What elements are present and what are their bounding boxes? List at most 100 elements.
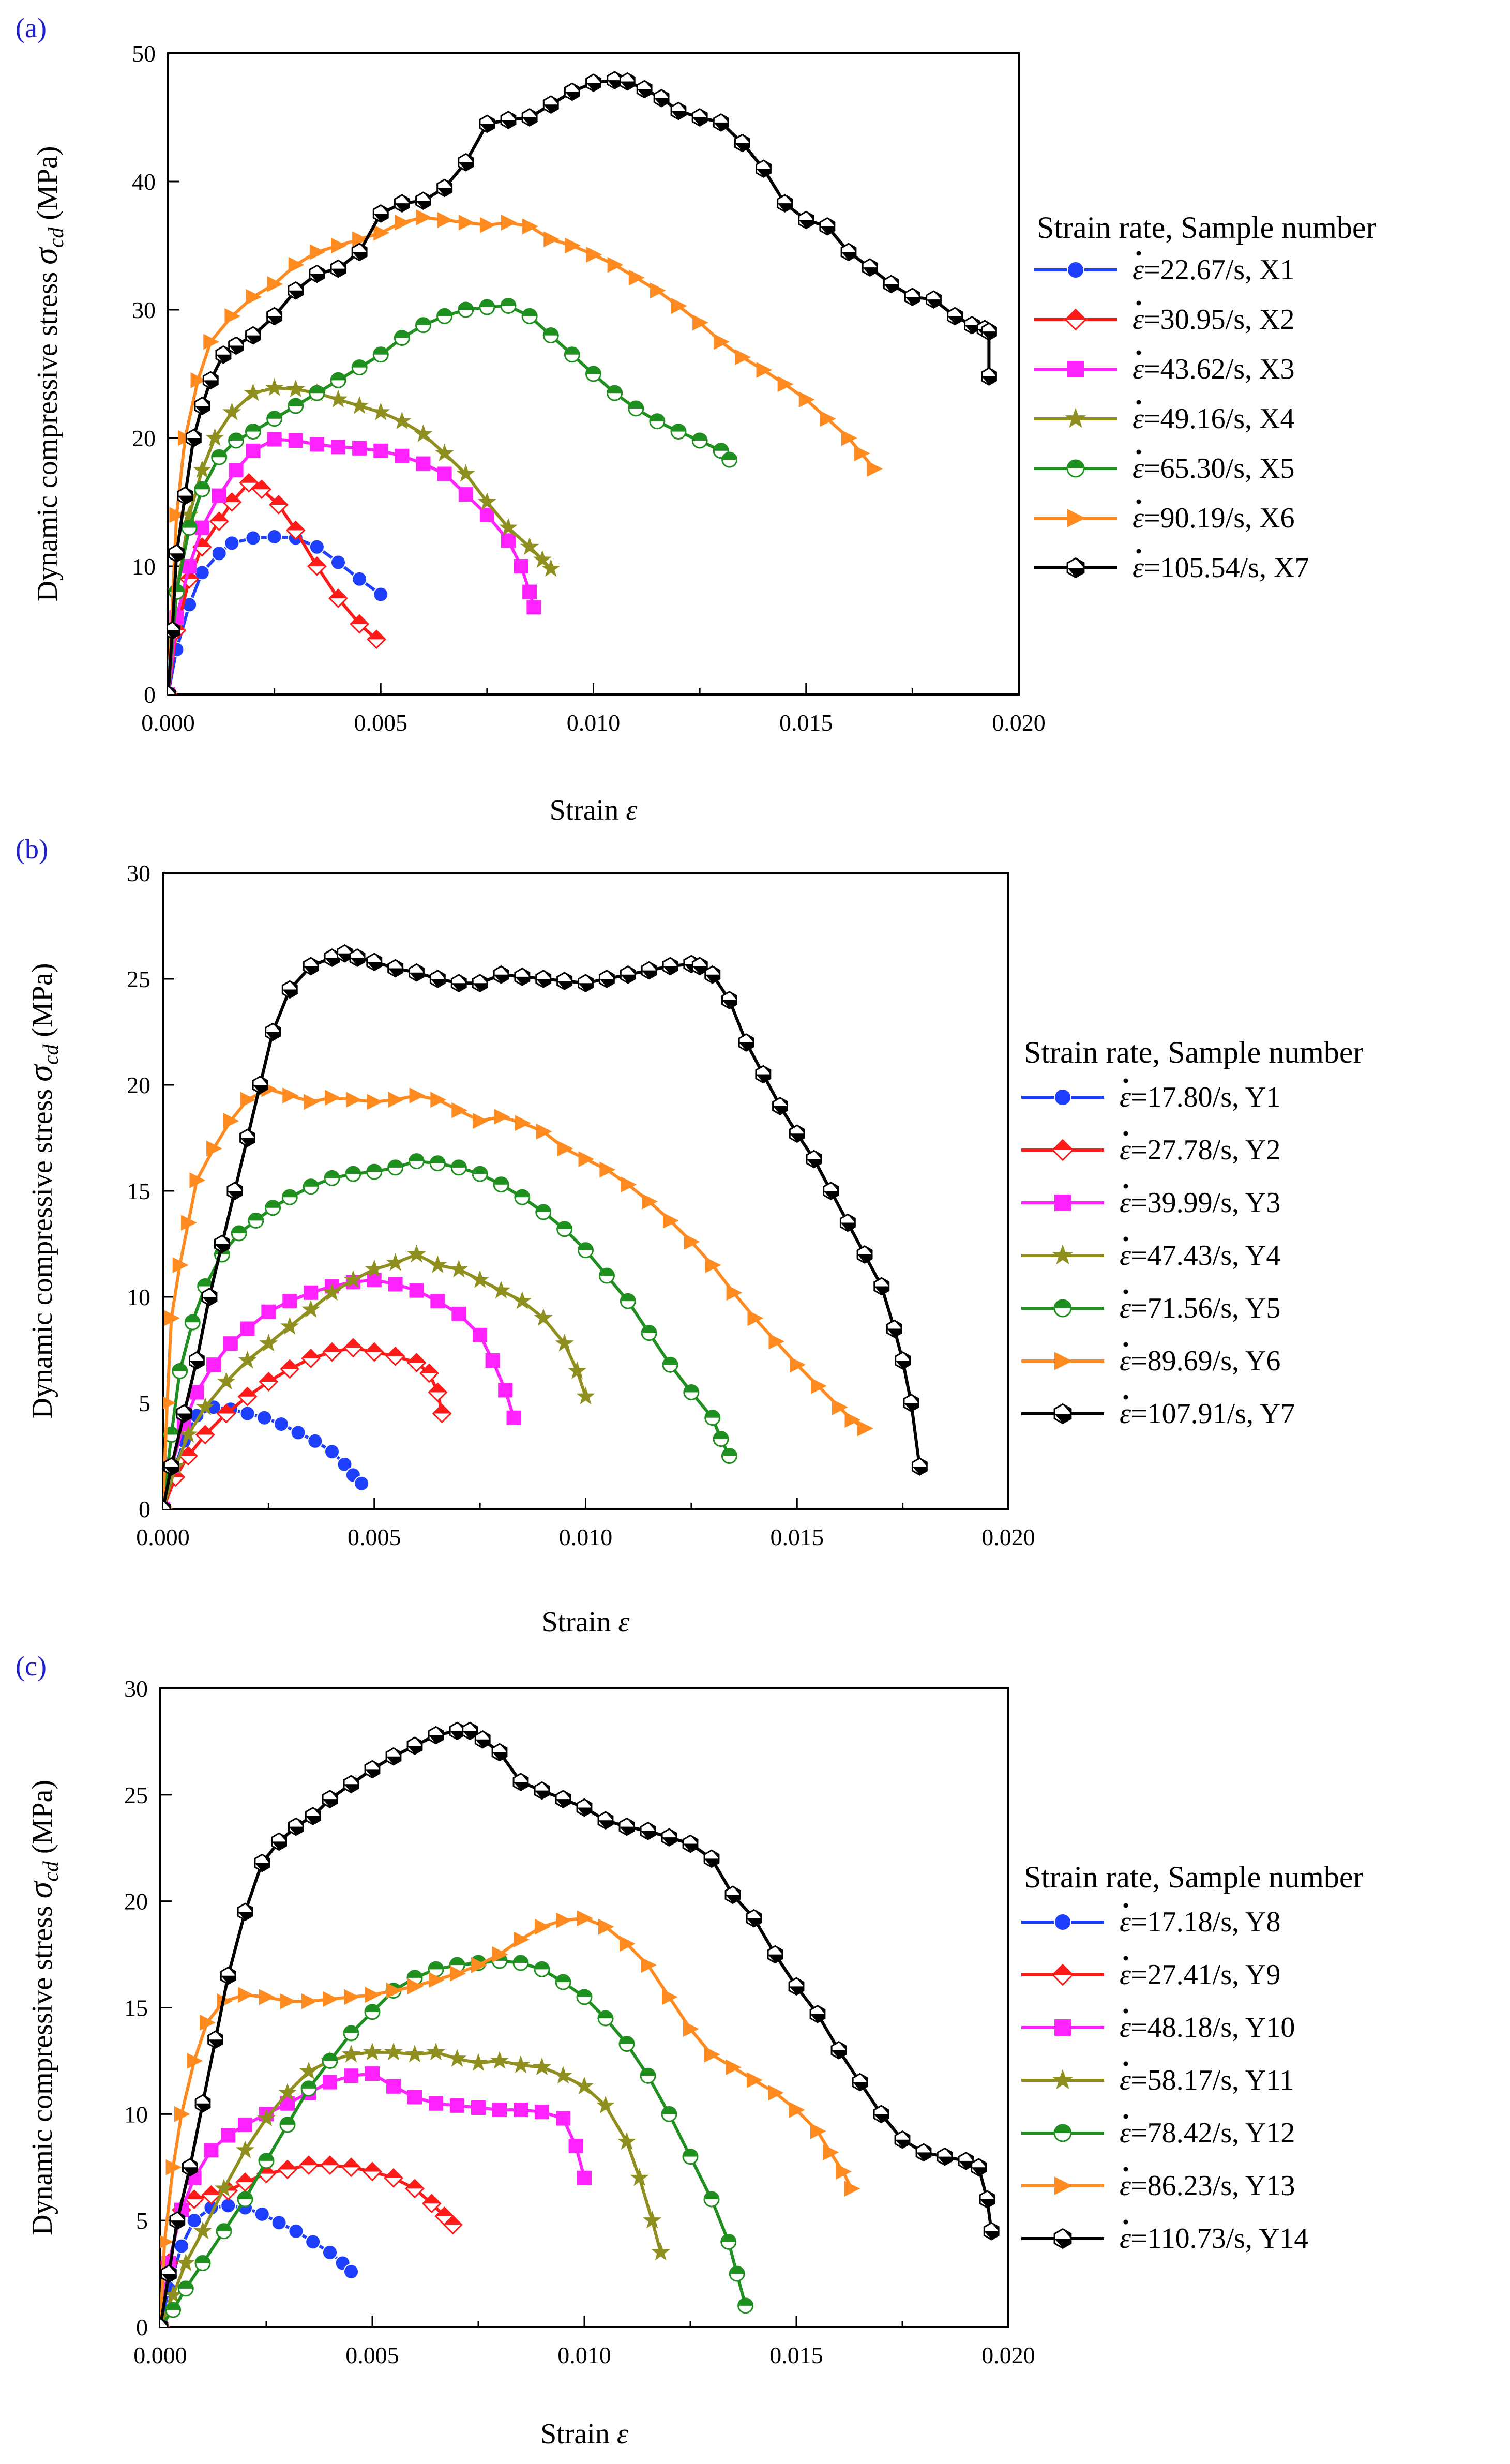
data-point [556,972,573,990]
data-point [964,315,980,335]
legend-label: ε=43.62/s, X3 [1132,350,1294,385]
data-point [469,2053,488,2071]
data-point [514,2103,528,2118]
data-point [373,224,390,241]
data-point [721,451,738,468]
data-point [512,1955,529,1971]
data-point [576,1989,593,2005]
legend-marker [1054,2019,1071,2036]
data-point [237,2191,253,2208]
data-point [182,559,197,573]
data-point [324,1444,340,1460]
data-point [304,1094,320,1110]
data-point [556,2111,570,2126]
data-point [203,334,220,350]
data-point [514,559,528,573]
data-point [450,974,467,993]
data-point [195,1397,215,1415]
data-point [662,1356,678,1373]
data-point [734,133,750,153]
data-point [169,507,186,523]
data-point [288,433,303,448]
y-tick-label: 15 [124,1995,148,2021]
data-point [535,1918,551,1935]
data-point [415,191,431,210]
data-point [288,281,304,300]
data-point [172,1363,188,1379]
data-point [288,398,304,414]
data-point [620,965,636,984]
legend-marker [1054,1195,1071,1211]
data-point [405,2179,425,2199]
data-point [789,1124,805,1143]
legend: Strain rate, Sample number ε=22.67/s, X1 ε… [1034,210,1377,584]
data-point [165,2159,182,2175]
data-point [365,2066,380,2081]
data-point [354,1475,370,1491]
legend-label-rate-dot [1123,1289,1128,1294]
data-point [267,276,283,292]
legend-label-text: ε=43.62/s, X3 [1132,353,1294,385]
data-point [217,1371,236,1390]
legend-label-text: ε=105.54/s, X7 [1132,552,1309,584]
data-point [543,231,560,247]
y-tick-label: 20 [127,1072,150,1098]
data-point [499,518,518,536]
data-point [430,1294,445,1309]
data-point [661,2106,677,2122]
data-point [521,308,538,324]
legend-entry: ε=78.42/s, Y12 [1021,2114,1295,2149]
data-point [345,1092,362,1108]
data-point [643,2211,662,2229]
data-point [568,2139,583,2154]
data-point [366,953,383,972]
data-point [240,1321,255,1336]
data-point [500,111,517,129]
data-point [597,1811,614,1830]
data-point [522,218,538,235]
data-point [721,991,737,1009]
data-point [190,372,207,388]
data-point [303,957,319,976]
data-point [281,980,298,999]
data-point [363,2161,382,2182]
legend-label: ε=17.18/s, Y8 [1120,1903,1280,1938]
series-line [168,481,378,694]
data-point [209,511,229,532]
data-point [628,400,644,417]
data-point [471,2100,486,2115]
legend-entry: ε=30.95/s, X2 [1034,300,1294,336]
data-point [479,299,495,315]
data-point [621,1176,637,1193]
legend-label: ε=47.43/s, Y4 [1120,1236,1280,1272]
data-point [372,346,389,363]
legend-label-text: ε=27.78/s, Y2 [1120,1134,1280,1166]
data-point [443,2215,463,2235]
data-point [352,441,367,456]
data-point [684,1234,700,1250]
legend-label: ε=30.95/s, X2 [1132,300,1294,336]
legend-marker [1051,1963,1074,1986]
data-point [840,243,857,262]
data-point [407,1244,426,1263]
data-point [407,2090,422,2105]
data-point [341,2157,361,2178]
data-point [854,445,870,462]
data-point [176,2253,195,2271]
data-point [181,520,198,536]
data-point [903,1394,919,1412]
data-point [160,2318,169,2327]
data-point [450,2098,464,2113]
legend-label-rate-dot [1123,1395,1128,1400]
data-point [322,2244,338,2260]
legend-entry: ε=43.62/s, X3 [1034,350,1294,385]
data-point [533,550,552,568]
legend-marker [1054,1913,1071,1931]
data-point [248,1212,264,1229]
data-point [830,2040,847,2060]
y-tick-label: 25 [127,966,150,992]
data-point [886,1319,902,1338]
x-tick-label: 0.010 [567,709,621,736]
data-point [683,1384,700,1400]
data-point [168,621,180,640]
